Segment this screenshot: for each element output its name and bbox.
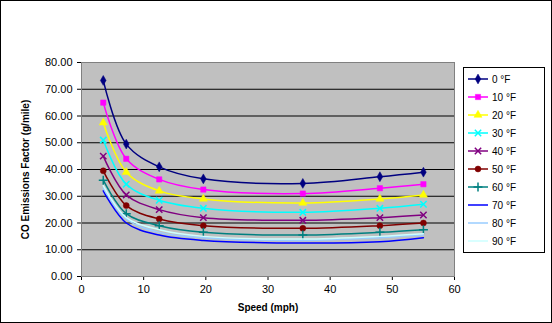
- html-text:10 °F: 10 °F: [492, 91, 516, 103]
- html-text:60 °F: 60 °F: [492, 181, 516, 193]
- svg-text:Speed (mph): Speed (mph): [238, 302, 299, 313]
- html-text:0 °F: 0 °F: [492, 73, 511, 85]
- html-text:20 °F: 20 °F: [492, 109, 516, 121]
- svg-text:0: 0: [78, 283, 84, 295]
- html-text:40 °F: 40 °F: [492, 145, 516, 157]
- svg-text:0.00: 0.00: [51, 270, 72, 282]
- svg-text:50: 50: [386, 283, 398, 295]
- html-text:90 °F: 90 °F: [492, 235, 516, 247]
- svg-text:10: 10: [138, 283, 150, 295]
- svg-text:60: 60: [448, 283, 460, 295]
- svg-text:30.00: 30.00: [45, 190, 73, 202]
- svg-text:80.00: 80.00: [45, 56, 73, 68]
- svg-text:CO Emissions Factor (g/mile): CO Emissions Factor (g/mile): [20, 100, 31, 239]
- svg-text:20.00: 20.00: [45, 217, 73, 229]
- html-text:50 °F: 50 °F: [492, 163, 516, 175]
- html-text:30 °F: 30 °F: [492, 127, 516, 139]
- html-text:80 °F: 80 °F: [492, 217, 516, 229]
- svg-text:40: 40: [324, 283, 336, 295]
- svg-text:10.00: 10.00: [45, 243, 73, 255]
- svg-text:20: 20: [200, 283, 212, 295]
- svg-text:50.00: 50.00: [45, 136, 73, 148]
- html-text:70 °F: 70 °F: [492, 199, 516, 211]
- svg-text:40.00: 40.00: [45, 163, 73, 175]
- svg-text:60.00: 60.00: [45, 110, 73, 122]
- svg-text:30: 30: [262, 283, 274, 295]
- svg-text:70.00: 70.00: [45, 83, 73, 95]
